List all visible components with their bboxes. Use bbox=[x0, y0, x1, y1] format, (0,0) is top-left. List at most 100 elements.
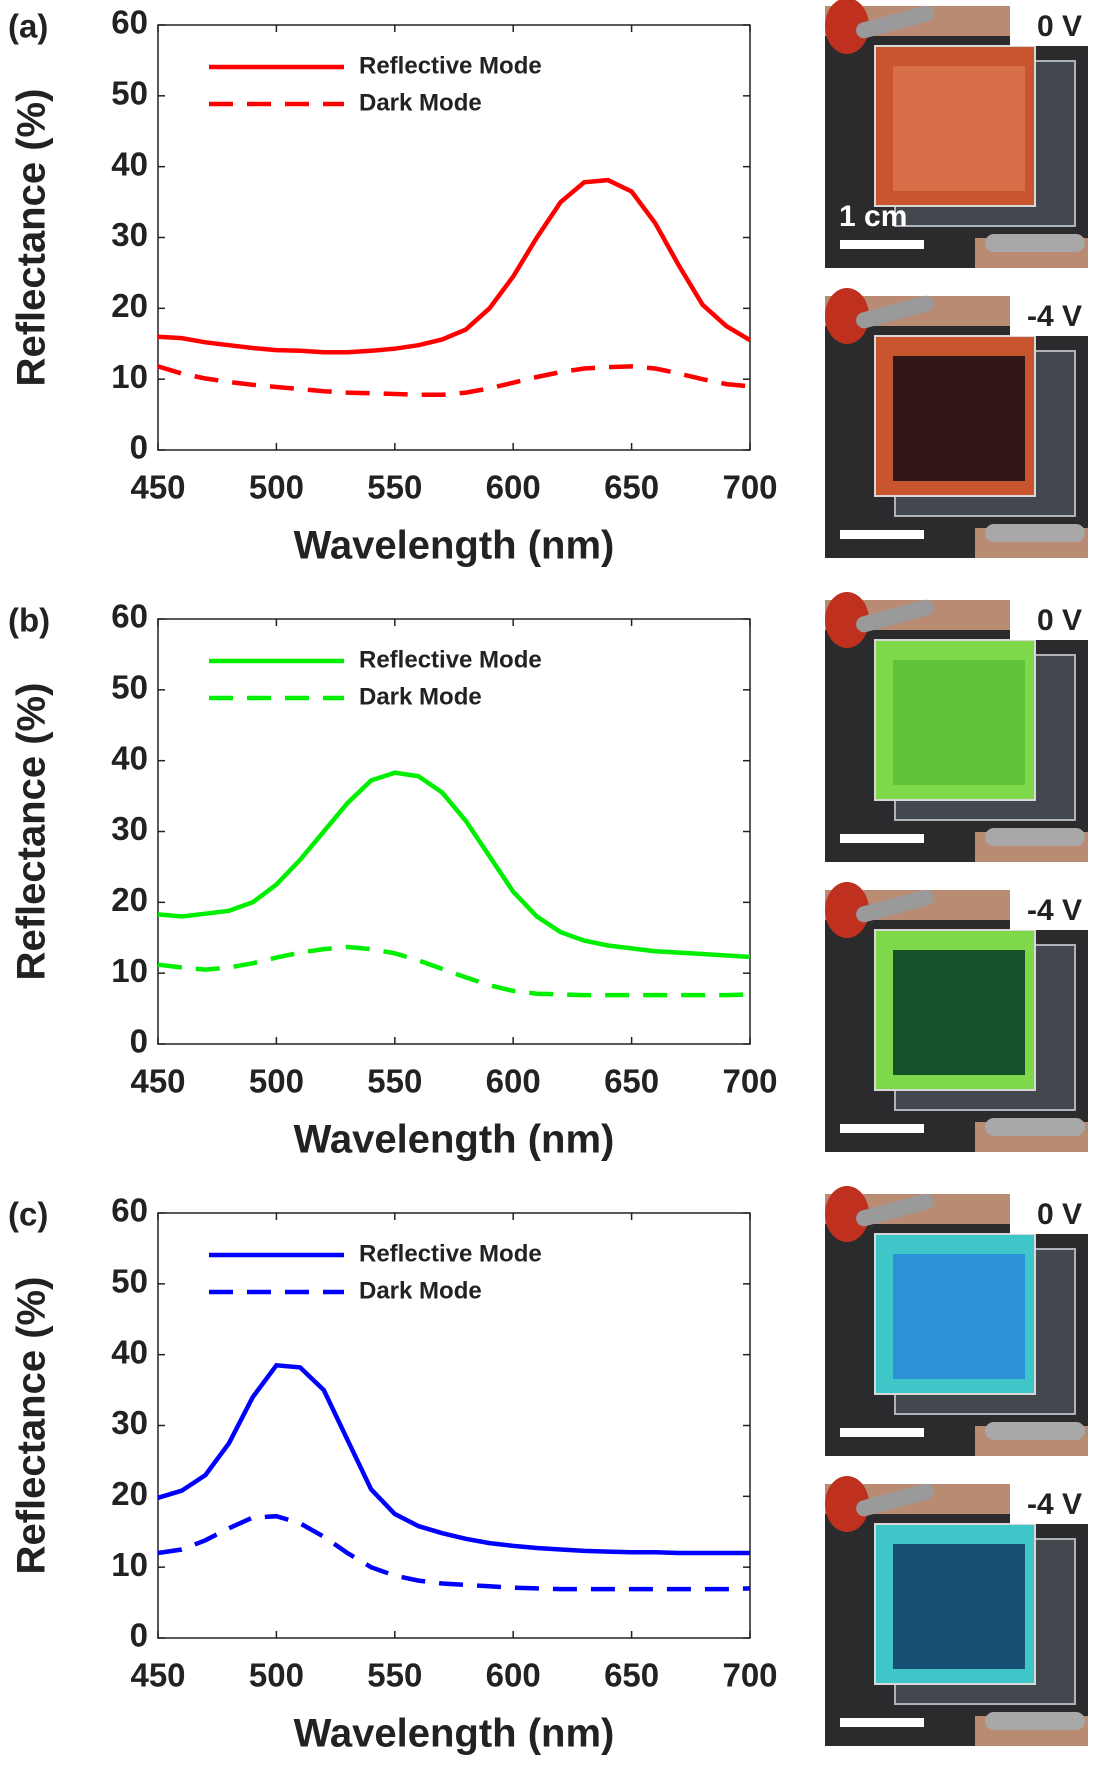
series-line bbox=[157, 177, 752, 355]
y-axis-label: Reflectance (%) bbox=[10, 1277, 54, 1575]
scale-bar bbox=[840, 834, 924, 843]
photo-label: -4 V bbox=[1027, 1488, 1082, 1521]
x-axis-label: Wavelength (nm) bbox=[294, 524, 615, 568]
label-box bbox=[1010, 6, 1088, 46]
y-tick-label: 0 bbox=[130, 429, 148, 466]
photo-label: -4 V bbox=[1027, 894, 1082, 927]
photo-label: 0 V bbox=[1037, 10, 1082, 43]
series-line bbox=[157, 944, 751, 998]
x-tick-label: 600 bbox=[486, 469, 541, 506]
x-tick-label: 650 bbox=[604, 469, 659, 506]
x-tick-label: 550 bbox=[367, 469, 422, 506]
y-tick-label: 10 bbox=[111, 358, 148, 395]
legend-label: Reflective Mode bbox=[359, 646, 542, 673]
x-tick-label: 600 bbox=[486, 1657, 541, 1694]
y-tick-label: 20 bbox=[111, 881, 148, 918]
photo-label: -4 V bbox=[1027, 300, 1082, 333]
x-tick-label: 600 bbox=[486, 1063, 541, 1100]
label-box bbox=[1010, 296, 1088, 336]
y-axis-label: Reflectance (%) bbox=[10, 89, 54, 387]
y-tick-label: 50 bbox=[111, 75, 148, 112]
photo-label: 0 V bbox=[1037, 604, 1082, 637]
clip bbox=[825, 1476, 869, 1532]
scale-bar bbox=[840, 530, 924, 539]
device-photo: -4 V bbox=[825, 288, 1088, 558]
scale-bar bbox=[840, 1124, 924, 1133]
y-tick-label: 20 bbox=[111, 287, 148, 324]
x-tick-label: 500 bbox=[249, 469, 304, 506]
panel-label: (a) bbox=[8, 8, 48, 45]
clip-metal bbox=[985, 524, 1085, 542]
clip-metal bbox=[856, 599, 934, 633]
x-tick-label: 550 bbox=[367, 1063, 422, 1100]
legend-label: Reflective Mode bbox=[359, 1240, 542, 1267]
series-line bbox=[157, 1362, 750, 1556]
x-tick-label: 500 bbox=[249, 1063, 304, 1100]
clip-metal bbox=[985, 234, 1085, 252]
x-axis-label: Wavelength (nm) bbox=[294, 1712, 615, 1756]
y-tick-label: 20 bbox=[111, 1475, 148, 1512]
legend-label: Dark Mode bbox=[359, 89, 482, 116]
y-tick-label: 60 bbox=[111, 4, 148, 41]
y-tick-label: 50 bbox=[111, 669, 148, 706]
x-axis-label: Wavelength (nm) bbox=[294, 1118, 615, 1162]
clip bbox=[825, 288, 869, 344]
y-tick-label: 60 bbox=[111, 598, 148, 635]
film-active bbox=[893, 1544, 1025, 1669]
label-box bbox=[1010, 1484, 1088, 1524]
series-line bbox=[157, 1513, 751, 1592]
x-tick-label: 450 bbox=[130, 1063, 185, 1100]
legend-label: Dark Mode bbox=[359, 683, 482, 710]
series-line bbox=[157, 770, 751, 960]
y-tick-label: 10 bbox=[111, 1546, 148, 1583]
clip-metal bbox=[856, 5, 934, 39]
y-tick-label: 10 bbox=[111, 952, 148, 989]
y-tick-label: 40 bbox=[111, 1333, 148, 1370]
y-tick-label: 0 bbox=[130, 1617, 148, 1654]
clip bbox=[825, 1186, 869, 1242]
x-tick-label: 700 bbox=[722, 469, 777, 506]
y-tick-label: 0 bbox=[130, 1023, 148, 1060]
scale-bar bbox=[840, 1428, 924, 1437]
clip bbox=[825, 0, 869, 54]
y-tick-label: 30 bbox=[111, 1404, 148, 1441]
device-photo: -4 V bbox=[825, 882, 1088, 1152]
clip-metal bbox=[856, 1483, 934, 1517]
clip-metal bbox=[856, 1193, 934, 1227]
y-tick-label: 60 bbox=[111, 1192, 148, 1229]
device-photo: -4 V bbox=[825, 1476, 1088, 1746]
panel-label: (b) bbox=[8, 602, 50, 639]
clip bbox=[825, 592, 869, 648]
film-active bbox=[893, 66, 1025, 191]
y-tick-label: 40 bbox=[111, 145, 148, 182]
y-axis-label: Reflectance (%) bbox=[10, 683, 54, 981]
label-box bbox=[1010, 890, 1088, 930]
y-tick-label: 30 bbox=[111, 810, 148, 847]
photo-label: 0 V bbox=[1037, 1198, 1082, 1231]
scale-bar bbox=[840, 240, 924, 249]
y-tick-label: 30 bbox=[111, 216, 148, 253]
film-active bbox=[893, 660, 1025, 785]
scale-bar bbox=[840, 1718, 924, 1727]
x-tick-label: 700 bbox=[722, 1063, 777, 1100]
label-box bbox=[1010, 600, 1088, 640]
panel-label: (c) bbox=[8, 1196, 48, 1233]
x-tick-label: 650 bbox=[604, 1657, 659, 1694]
y-tick-label: 40 bbox=[111, 739, 148, 776]
clip-metal bbox=[856, 295, 934, 329]
clip bbox=[825, 882, 869, 938]
clip-metal bbox=[856, 889, 934, 923]
y-tick-label: 50 bbox=[111, 1263, 148, 1300]
clip-metal bbox=[985, 1118, 1085, 1136]
device-photo: 0 V 1 cm bbox=[825, 0, 1088, 268]
film-active bbox=[893, 1254, 1025, 1379]
x-tick-label: 450 bbox=[130, 469, 185, 506]
clip-metal bbox=[985, 1422, 1085, 1440]
x-tick-label: 650 bbox=[604, 1063, 659, 1100]
device-photo: 0 V bbox=[825, 1186, 1088, 1456]
device-photo: 0 V bbox=[825, 592, 1088, 862]
x-tick-label: 500 bbox=[249, 1657, 304, 1694]
clip-metal bbox=[985, 828, 1085, 846]
x-tick-label: 700 bbox=[722, 1657, 777, 1694]
